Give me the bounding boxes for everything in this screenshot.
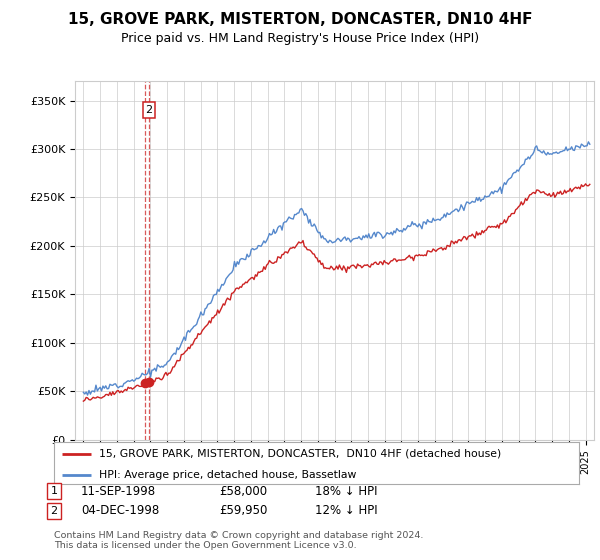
Text: 2: 2: [50, 506, 58, 516]
Text: 15, GROVE PARK, MISTERTON, DONCASTER,  DN10 4HF (detached house): 15, GROVE PARK, MISTERTON, DONCASTER, DN…: [98, 449, 501, 459]
Text: Price paid vs. HM Land Registry's House Price Index (HPI): Price paid vs. HM Land Registry's House …: [121, 32, 479, 45]
Text: 2: 2: [145, 105, 152, 115]
Text: 15, GROVE PARK, MISTERTON, DONCASTER, DN10 4HF: 15, GROVE PARK, MISTERTON, DONCASTER, DN…: [68, 12, 532, 27]
Text: £58,000: £58,000: [219, 484, 267, 498]
Text: HPI: Average price, detached house, Bassetlaw: HPI: Average price, detached house, Bass…: [98, 470, 356, 480]
Text: 04-DEC-1998: 04-DEC-1998: [81, 504, 159, 517]
Text: £59,950: £59,950: [219, 504, 268, 517]
Text: Contains HM Land Registry data © Crown copyright and database right 2024.
This d: Contains HM Land Registry data © Crown c…: [54, 531, 424, 550]
Text: 12% ↓ HPI: 12% ↓ HPI: [315, 504, 377, 517]
Text: 18% ↓ HPI: 18% ↓ HPI: [315, 484, 377, 498]
Text: 11-SEP-1998: 11-SEP-1998: [81, 484, 156, 498]
Text: 1: 1: [50, 486, 58, 496]
